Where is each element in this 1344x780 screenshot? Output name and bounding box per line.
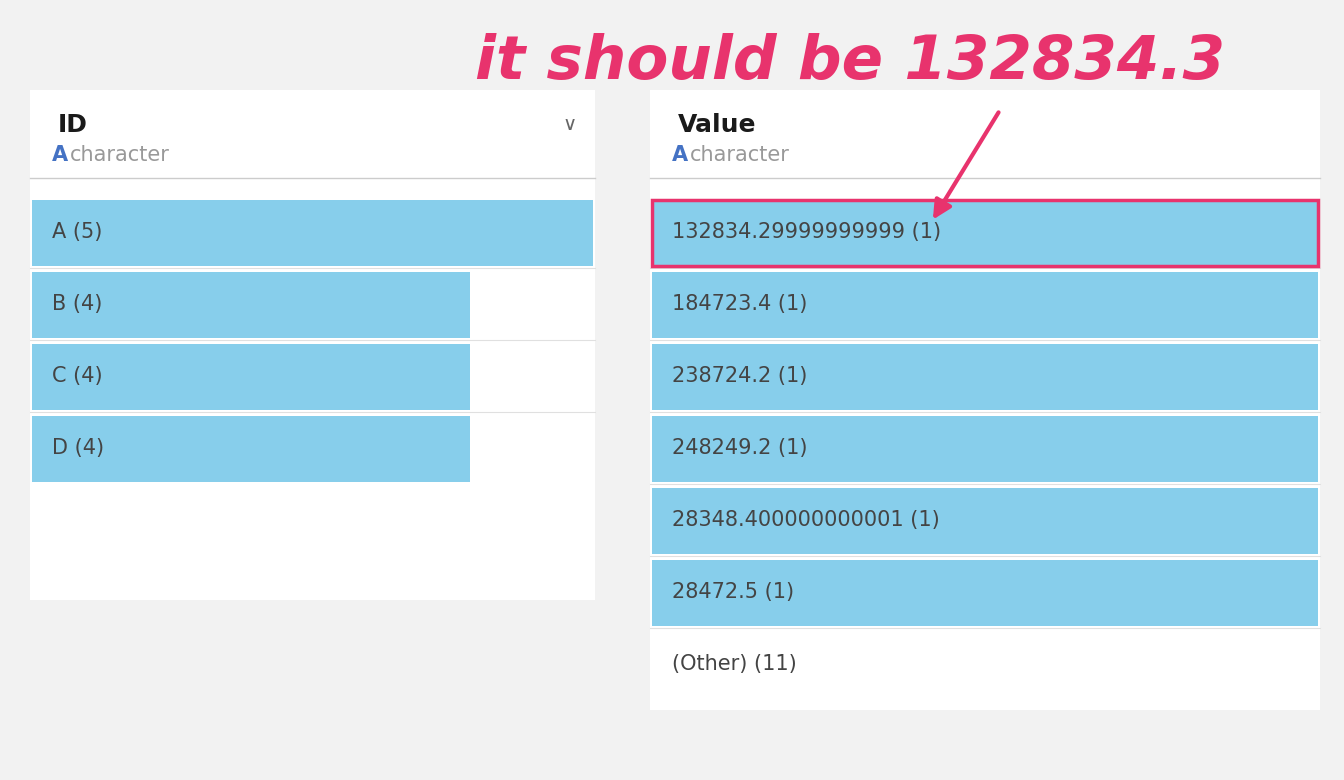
Bar	[652, 200, 1318, 266]
Bar	[652, 560, 1318, 626]
Bar	[30, 90, 595, 600]
Text: ID: ID	[58, 113, 87, 137]
Text: ∨: ∨	[563, 115, 577, 134]
Bar	[32, 416, 469, 482]
Text: character: character	[70, 145, 169, 165]
Text: Value: Value	[677, 113, 757, 137]
Text: character: character	[689, 145, 790, 165]
Text: B (4): B (4)	[52, 294, 102, 314]
Text: 248249.2 (1): 248249.2 (1)	[672, 438, 808, 458]
Text: A: A	[52, 145, 69, 165]
Text: 238724.2 (1): 238724.2 (1)	[672, 366, 808, 386]
Text: 28348.400000000001 (1): 28348.400000000001 (1)	[672, 510, 939, 530]
Text: (Other) (11): (Other) (11)	[672, 654, 797, 674]
Bar	[652, 344, 1318, 410]
Bar	[32, 344, 469, 410]
Text: A: A	[672, 145, 688, 165]
Text: 132834.29999999999 (1): 132834.29999999999 (1)	[672, 222, 941, 242]
Bar	[32, 272, 469, 338]
Bar	[652, 200, 1318, 266]
Text: C (4): C (4)	[52, 366, 102, 386]
Text: D (4): D (4)	[52, 438, 103, 458]
Text: A (5): A (5)	[52, 222, 102, 242]
Text: it should be 132834.3: it should be 132834.3	[474, 33, 1226, 91]
Text: 28472.5 (1): 28472.5 (1)	[672, 582, 794, 602]
Bar	[652, 272, 1318, 338]
Bar	[652, 488, 1318, 554]
Bar	[650, 90, 1320, 710]
Bar	[652, 416, 1318, 482]
Text: 184723.4 (1): 184723.4 (1)	[672, 294, 808, 314]
Bar	[32, 200, 593, 266]
